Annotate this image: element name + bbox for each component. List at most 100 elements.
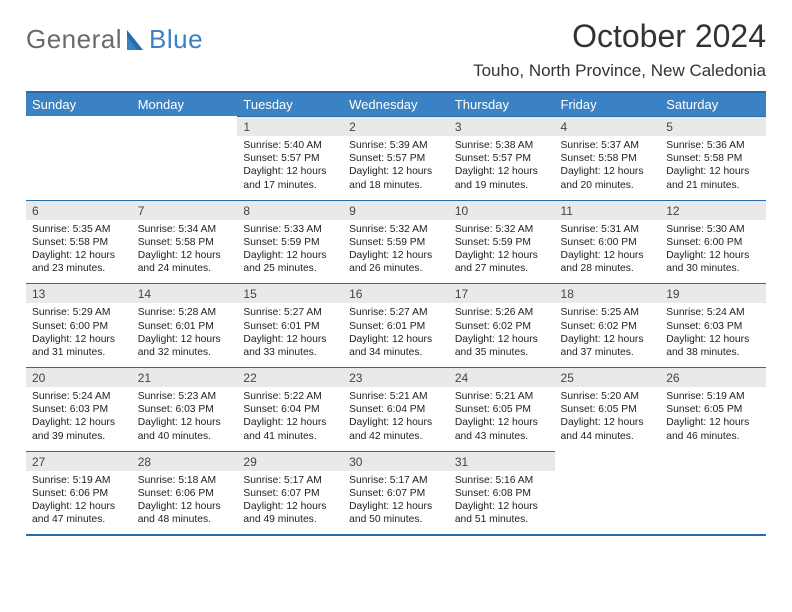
sunset-text: Sunset: 6:07 PM: [243, 487, 337, 500]
day-body: Sunrise: 5:17 AMSunset: 6:07 PMDaylight:…: [343, 471, 449, 535]
sunset-text: Sunset: 6:04 PM: [243, 403, 337, 416]
weekday-header: Friday: [555, 92, 661, 116]
calendar-day-cell: [555, 451, 661, 536]
day-number: 11: [555, 200, 661, 220]
day-body: Sunrise: 5:40 AMSunset: 5:57 PMDaylight:…: [237, 136, 343, 200]
day-body: Sunrise: 5:20 AMSunset: 6:05 PMDaylight:…: [555, 387, 661, 451]
sunset-text: Sunset: 6:01 PM: [349, 320, 443, 333]
sunset-text: Sunset: 6:01 PM: [138, 320, 232, 333]
sunrise-text: Sunrise: 5:21 AM: [455, 390, 549, 403]
day-body: Sunrise: 5:29 AMSunset: 6:00 PMDaylight:…: [26, 303, 132, 367]
day-number: 19: [660, 283, 766, 303]
day-number: 17: [449, 283, 555, 303]
day-body: Sunrise: 5:38 AMSunset: 5:57 PMDaylight:…: [449, 136, 555, 200]
day-body: Sunrise: 5:21 AMSunset: 6:04 PMDaylight:…: [343, 387, 449, 451]
calendar-day-cell: 7Sunrise: 5:34 AMSunset: 5:58 PMDaylight…: [132, 200, 238, 284]
sunrise-text: Sunrise: 5:18 AM: [138, 474, 232, 487]
day-number: 22: [237, 367, 343, 387]
sunrise-text: Sunrise: 5:33 AM: [243, 223, 337, 236]
sunset-text: Sunset: 6:05 PM: [666, 403, 760, 416]
location-subtitle: Touho, North Province, New Caledonia: [473, 61, 766, 81]
daylight-text: Daylight: 12 hours and 26 minutes.: [349, 249, 443, 275]
calendar-day-cell: 22Sunrise: 5:22 AMSunset: 6:04 PMDayligh…: [237, 367, 343, 451]
day-number: 4: [555, 116, 661, 136]
day-number: 8: [237, 200, 343, 220]
calendar-day-cell: 25Sunrise: 5:20 AMSunset: 6:05 PMDayligh…: [555, 367, 661, 451]
day-number: 9: [343, 200, 449, 220]
day-body: Sunrise: 5:24 AMSunset: 6:03 PMDaylight:…: [660, 303, 766, 367]
sunrise-text: Sunrise: 5:35 AM: [32, 223, 126, 236]
calendar-day-cell: 19Sunrise: 5:24 AMSunset: 6:03 PMDayligh…: [660, 283, 766, 367]
calendar-day-cell: 6Sunrise: 5:35 AMSunset: 5:58 PMDaylight…: [26, 200, 132, 284]
sunrise-text: Sunrise: 5:36 AM: [666, 139, 760, 152]
sunrise-text: Sunrise: 5:19 AM: [32, 474, 126, 487]
sunset-text: Sunset: 6:06 PM: [32, 487, 126, 500]
day-number: 7: [132, 200, 238, 220]
sunrise-text: Sunrise: 5:29 AM: [32, 306, 126, 319]
sunrise-text: Sunrise: 5:28 AM: [138, 306, 232, 319]
calendar-day-cell: 21Sunrise: 5:23 AMSunset: 6:03 PMDayligh…: [132, 367, 238, 451]
sunset-text: Sunset: 5:58 PM: [138, 236, 232, 249]
sail-icon: [125, 28, 147, 52]
calendar-day-cell: 13Sunrise: 5:29 AMSunset: 6:00 PMDayligh…: [26, 283, 132, 367]
day-number: 1: [237, 116, 343, 136]
sunrise-text: Sunrise: 5:38 AM: [455, 139, 549, 152]
sunset-text: Sunset: 6:07 PM: [349, 487, 443, 500]
calendar-day-cell: 15Sunrise: 5:27 AMSunset: 6:01 PMDayligh…: [237, 283, 343, 367]
sunset-text: Sunset: 6:06 PM: [138, 487, 232, 500]
weekday-header: Monday: [132, 92, 238, 116]
sunset-text: Sunset: 6:02 PM: [455, 320, 549, 333]
day-body: Sunrise: 5:35 AMSunset: 5:58 PMDaylight:…: [26, 220, 132, 284]
calendar-day-cell: 14Sunrise: 5:28 AMSunset: 6:01 PMDayligh…: [132, 283, 238, 367]
day-number: 6: [26, 200, 132, 220]
calendar-week-row: 1Sunrise: 5:40 AMSunset: 5:57 PMDaylight…: [26, 116, 766, 200]
month-title: October 2024: [473, 18, 766, 55]
day-number: 28: [132, 451, 238, 471]
day-number: 5: [660, 116, 766, 136]
day-number: 25: [555, 367, 661, 387]
day-number: 30: [343, 451, 449, 471]
sunset-text: Sunset: 6:03 PM: [32, 403, 126, 416]
daylight-text: Daylight: 12 hours and 19 minutes.: [455, 165, 549, 191]
weekday-header-row: Sunday Monday Tuesday Wednesday Thursday…: [26, 92, 766, 116]
daylight-text: Daylight: 12 hours and 38 minutes.: [666, 333, 760, 359]
day-body: Sunrise: 5:32 AMSunset: 5:59 PMDaylight:…: [343, 220, 449, 284]
daylight-text: Daylight: 12 hours and 27 minutes.: [455, 249, 549, 275]
calendar-day-cell: 31Sunrise: 5:16 AMSunset: 6:08 PMDayligh…: [449, 451, 555, 536]
daylight-text: Daylight: 12 hours and 20 minutes.: [561, 165, 655, 191]
calendar-day-cell: [26, 116, 132, 200]
sunrise-text: Sunrise: 5:27 AM: [243, 306, 337, 319]
weekday-header: Saturday: [660, 92, 766, 116]
day-number: 16: [343, 283, 449, 303]
daylight-text: Daylight: 12 hours and 23 minutes.: [32, 249, 126, 275]
sunrise-text: Sunrise: 5:30 AM: [666, 223, 760, 236]
sunset-text: Sunset: 6:01 PM: [243, 320, 337, 333]
sunrise-text: Sunrise: 5:17 AM: [243, 474, 337, 487]
daylight-text: Daylight: 12 hours and 21 minutes.: [666, 165, 760, 191]
daylight-text: Daylight: 12 hours and 51 minutes.: [455, 500, 549, 526]
day-number: 14: [132, 283, 238, 303]
daylight-text: Daylight: 12 hours and 34 minutes.: [349, 333, 443, 359]
sunrise-text: Sunrise: 5:22 AM: [243, 390, 337, 403]
sunset-text: Sunset: 6:04 PM: [349, 403, 443, 416]
brand-part2: Blue: [149, 24, 203, 55]
day-number: 29: [237, 451, 343, 471]
calendar-day-cell: [660, 451, 766, 536]
daylight-text: Daylight: 12 hours and 50 minutes.: [349, 500, 443, 526]
day-body: Sunrise: 5:22 AMSunset: 6:04 PMDaylight:…: [237, 387, 343, 451]
day-body: Sunrise: 5:37 AMSunset: 5:58 PMDaylight:…: [555, 136, 661, 200]
day-number: 2: [343, 116, 449, 136]
sunrise-text: Sunrise: 5:16 AM: [455, 474, 549, 487]
calendar-day-cell: 3Sunrise: 5:38 AMSunset: 5:57 PMDaylight…: [449, 116, 555, 200]
daylight-text: Daylight: 12 hours and 43 minutes.: [455, 416, 549, 442]
calendar-day-cell: [132, 116, 238, 200]
daylight-text: Daylight: 12 hours and 40 minutes.: [138, 416, 232, 442]
calendar-day-cell: 28Sunrise: 5:18 AMSunset: 6:06 PMDayligh…: [132, 451, 238, 536]
sunrise-text: Sunrise: 5:32 AM: [349, 223, 443, 236]
daylight-text: Daylight: 12 hours and 49 minutes.: [243, 500, 337, 526]
daylight-text: Daylight: 12 hours and 44 minutes.: [561, 416, 655, 442]
sunrise-text: Sunrise: 5:27 AM: [349, 306, 443, 319]
day-number: 21: [132, 367, 238, 387]
day-number: 10: [449, 200, 555, 220]
day-body: Sunrise: 5:16 AMSunset: 6:08 PMDaylight:…: [449, 471, 555, 535]
